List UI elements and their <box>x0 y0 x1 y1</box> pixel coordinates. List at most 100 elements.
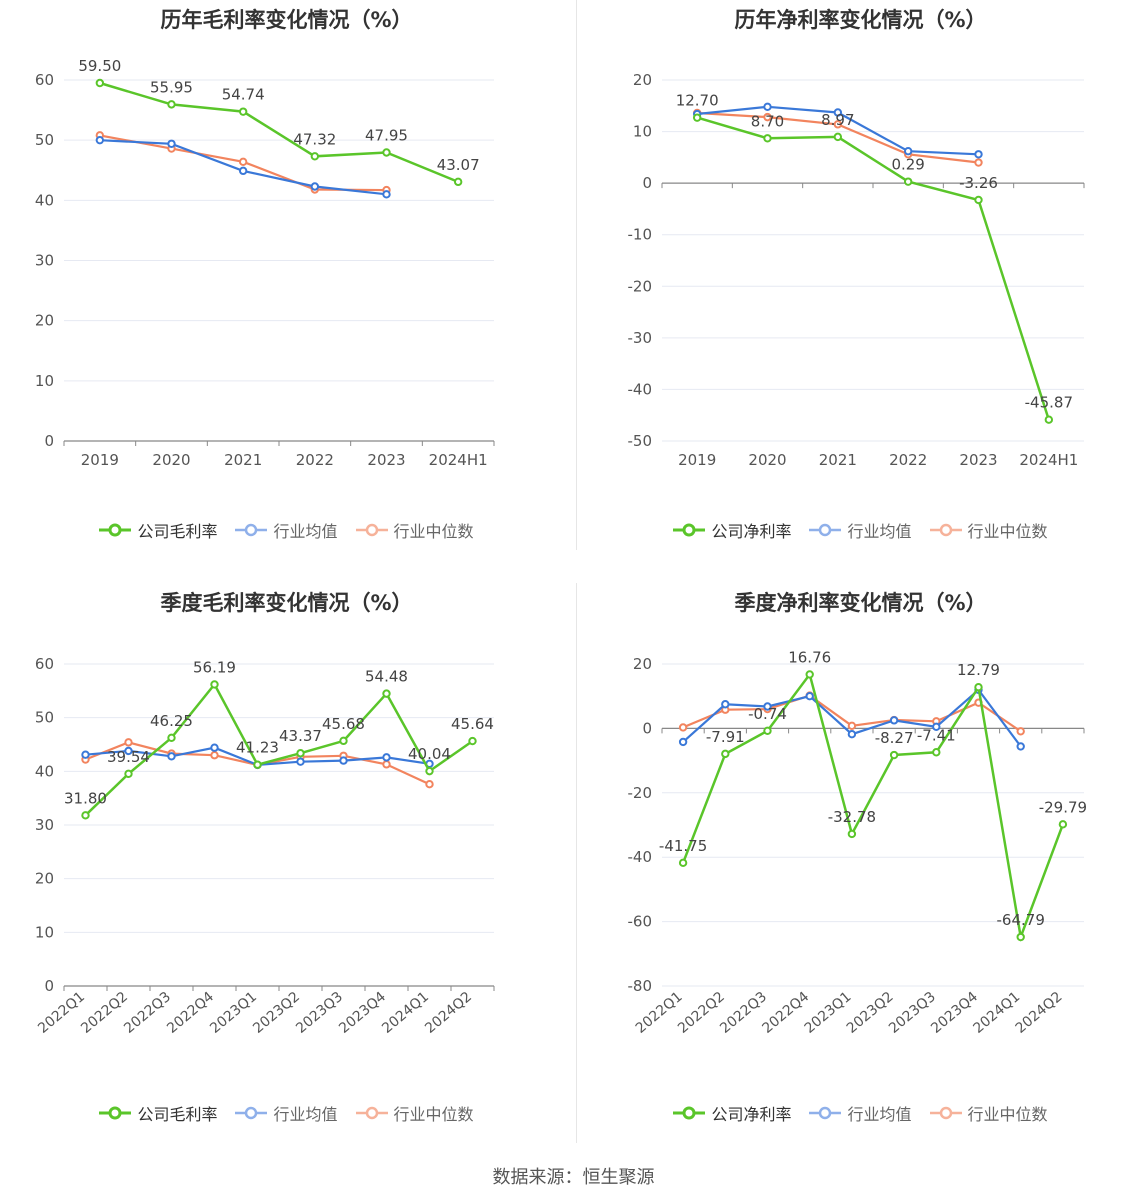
data-point-avg <box>167 752 176 761</box>
y-tick-label: 60 <box>35 71 54 89</box>
legend-label: 行业中位数 <box>967 522 1048 541</box>
legend-company-marker-icon <box>673 1106 706 1120</box>
y-tick-label: 20 <box>633 655 652 673</box>
y-tick-label: -20 <box>628 277 653 295</box>
data-point-median <box>382 760 391 769</box>
data-label: 47.32 <box>293 130 336 148</box>
data-label: 54.48 <box>365 668 408 686</box>
legend-average-marker-icon <box>809 523 842 537</box>
y-tick-label: 30 <box>35 252 54 270</box>
legend-label: 行业中位数 <box>967 1105 1048 1124</box>
panel-divider <box>576 583 577 1143</box>
y-tick-label: 10 <box>633 123 652 141</box>
data-point-company <box>124 769 133 779</box>
x-tick-label: 2023Q2 <box>844 989 897 1037</box>
y-tick-label: 50 <box>35 709 54 727</box>
y-tick-label: 20 <box>633 71 652 89</box>
data-label: -64.79 <box>997 911 1045 929</box>
y-tick-label: 10 <box>35 923 54 941</box>
y-tick-label: -20 <box>628 784 653 802</box>
y-tick-label: 40 <box>35 762 54 780</box>
legend-company[interactable]: 公司毛利率 <box>99 1101 217 1125</box>
data-label: -29.79 <box>1039 798 1087 816</box>
data-label: 40.04 <box>408 745 451 763</box>
data-label: -41.75 <box>659 837 707 855</box>
data-point-avg <box>833 108 843 117</box>
legend-industry-average[interactable]: 行业均值 <box>235 518 338 542</box>
legend-company[interactable]: 公司毛利率 <box>99 518 217 542</box>
chart-legend: 公司净利率 行业均值 行业中位数 <box>574 518 1147 542</box>
chart-legend: 公司毛利率 行业均值 行业中位数 <box>0 518 573 542</box>
data-label: 12.79 <box>957 661 1000 679</box>
data-point-avg <box>847 729 857 739</box>
legend-label: 行业均值 <box>847 1105 912 1124</box>
x-tick-label: 2022Q1 <box>35 989 88 1037</box>
y-tick-label: 50 <box>35 131 54 149</box>
data-point-company <box>339 736 348 746</box>
data-label: 47.95 <box>365 127 408 145</box>
data-point-company <box>805 670 814 679</box>
legend-industry-average[interactable]: 行业均值 <box>809 1101 912 1125</box>
x-tick-label: 2022 <box>889 451 927 469</box>
data-label: 43.07 <box>437 156 480 174</box>
data-label: 54.74 <box>222 86 265 104</box>
y-tick-label: -40 <box>628 380 653 398</box>
data-point-avg <box>932 722 941 731</box>
legend-company-marker-icon <box>99 523 132 537</box>
legend-label: 公司净利率 <box>711 522 792 541</box>
y-tick-label: 20 <box>35 312 54 330</box>
annual-net-margin-panel: 历年净利率变化情况（%） -50 -40 -30 -20 -10 0 10 20 2019 202… <box>574 0 1147 580</box>
x-tick-label: 2023Q4 <box>336 989 389 1037</box>
data-point-avg <box>238 166 248 176</box>
x-tick-label: 2022Q1 <box>633 989 686 1037</box>
x-tick-label: 2023Q4 <box>928 989 981 1037</box>
data-label: 39.54 <box>107 748 150 766</box>
y-tick-label: -10 <box>628 226 653 244</box>
legend-industry-median[interactable]: 行业中位数 <box>355 1101 474 1125</box>
panel-divider <box>576 0 577 550</box>
data-point-median <box>678 723 688 732</box>
x-tick-label: 2022Q4 <box>164 989 217 1037</box>
data-point-company <box>238 107 248 116</box>
data-label: -0.74 <box>748 705 787 723</box>
data-point-company <box>382 148 391 157</box>
data-label: -8.27 <box>875 729 914 747</box>
data-point-median <box>238 157 248 167</box>
data-label: 16.76 <box>788 648 831 666</box>
legend-industry-median[interactable]: 行业中位数 <box>929 518 1048 542</box>
legend-industry-median[interactable]: 行业中位数 <box>929 1101 1048 1125</box>
legend-median-marker-icon <box>355 523 388 537</box>
data-source-note: 数据来源：恒生聚源 <box>492 1167 655 1188</box>
legend-label: 公司净利率 <box>711 1105 792 1124</box>
legend-industry-average[interactable]: 行业均值 <box>809 518 912 542</box>
x-tick-label: 2023Q3 <box>293 989 346 1037</box>
data-point-company <box>310 152 320 161</box>
data-point-avg <box>124 746 133 756</box>
legend-industry-average[interactable]: 行业均值 <box>235 1101 338 1125</box>
data-point-avg <box>721 700 730 709</box>
data-point-company <box>1016 932 1025 942</box>
data-label: 12.70 <box>676 92 719 110</box>
y-tick-label: 0 <box>642 174 652 192</box>
y-tick-label: -40 <box>628 848 653 866</box>
y-tick-label: 40 <box>35 191 54 209</box>
y-tick-label: 20 <box>35 870 54 888</box>
x-tick-label: 2024Q2 <box>422 989 475 1037</box>
legend-label: 行业中位数 <box>393 1105 474 1124</box>
y-tick-label: 30 <box>35 816 54 834</box>
legend-company-marker-icon <box>99 1106 132 1120</box>
data-point-company <box>974 683 983 692</box>
data-point-avg <box>678 737 688 747</box>
legend-company[interactable]: 公司净利率 <box>673 518 791 542</box>
legend-company-marker-icon <box>673 523 706 537</box>
x-tick-label: 2022Q2 <box>78 989 131 1037</box>
data-label: 56.19 <box>193 658 236 676</box>
x-tick-label: 2024H1 <box>1019 451 1078 469</box>
legend-industry-median[interactable]: 行业中位数 <box>355 518 474 542</box>
x-tick-label: 2024Q1 <box>379 989 432 1037</box>
data-point-median <box>425 780 434 789</box>
data-point-avg <box>763 102 772 112</box>
x-tick-label: 2021 <box>224 451 262 469</box>
legend-company[interactable]: 公司净利率 <box>673 1101 791 1125</box>
data-label: 8.70 <box>751 112 784 130</box>
